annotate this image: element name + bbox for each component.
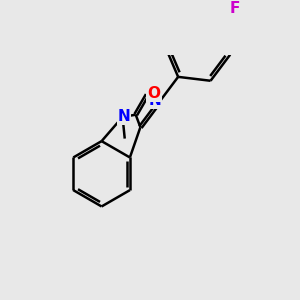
Text: O: O xyxy=(147,86,160,101)
Text: N: N xyxy=(117,110,130,124)
Text: N: N xyxy=(148,93,161,108)
Text: F: F xyxy=(230,1,240,16)
